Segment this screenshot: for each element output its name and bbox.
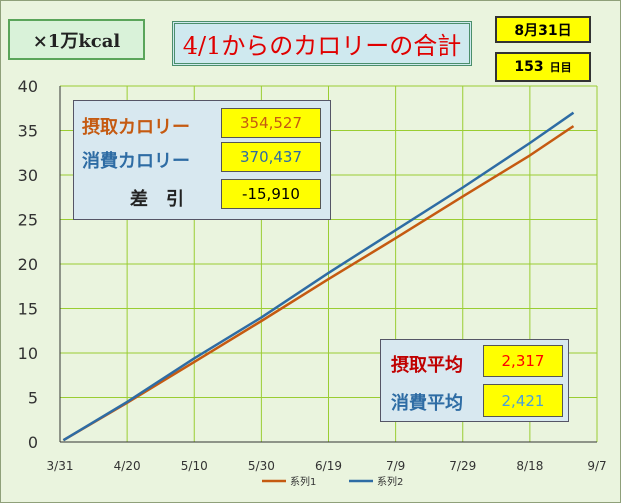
chart-title: 4/1からのカロリーの合計 xyxy=(172,21,472,66)
intake-average-value: 2,317 xyxy=(483,345,563,377)
legend: 系列1 系列2 xyxy=(262,475,403,488)
legend-label-2: 系列2 xyxy=(377,475,403,488)
burn-total-value: 370,437 xyxy=(221,142,321,172)
x-tick-label: 9/7 xyxy=(587,459,606,473)
y-tick-label: 30 xyxy=(18,166,38,185)
averages-panel: 摂取平均 2,317 消費平均 2,421 xyxy=(380,339,569,422)
x-tick-label: 5/10 xyxy=(181,459,208,473)
unit-label: ×1万kcal xyxy=(8,19,145,60)
x-tick-label: 3/31 xyxy=(47,459,74,473)
x-tick-label: 4/20 xyxy=(114,459,141,473)
y-tick-label: 40 xyxy=(18,77,38,96)
y-tick-label: 35 xyxy=(18,122,38,141)
series-line-2 xyxy=(62,111,575,442)
x-tick-label: 7/29 xyxy=(449,459,476,473)
intake-total-value: 354,527 xyxy=(221,108,321,138)
intake-average-label: 摂取平均 xyxy=(391,355,463,376)
series-lines xyxy=(62,111,575,442)
days-value: 153 xyxy=(514,59,544,75)
axes: 0 5 10 15 20 25 30 35 40 3/31 4/20 5/10 5/30 6/19 7/9 7… xyxy=(18,77,607,473)
days-badge: 153 日目 xyxy=(495,52,591,82)
y-tick-label: 20 xyxy=(18,255,38,274)
x-tick-label: 5/30 xyxy=(248,459,275,473)
summary-panel: 摂取カロリー 354,527 消費カロリー 370,437 差 引 -15,91… xyxy=(73,100,331,220)
y-tick-label: 15 xyxy=(18,300,38,319)
x-tick-label: 6/19 xyxy=(315,459,342,473)
x-tick-label: 8/18 xyxy=(516,459,543,473)
diff-value: -15,910 xyxy=(221,179,321,209)
x-tick-label: 7/9 xyxy=(386,459,405,473)
y-tick-label: 10 xyxy=(18,344,38,363)
date-badge: 8月31日 xyxy=(495,16,591,43)
days-unit: 日目 xyxy=(549,61,572,74)
burn-label: 消費カロリー xyxy=(82,151,190,172)
intake-label: 摂取カロリー xyxy=(82,117,190,138)
diff-label: 差 引 xyxy=(130,189,184,210)
burn-average-label: 消費平均 xyxy=(391,393,463,414)
burn-average-value: 2,421 xyxy=(483,384,563,417)
y-tick-label: 5 xyxy=(28,389,38,408)
series-line-1 xyxy=(62,125,575,442)
y-tick-label: 25 xyxy=(18,211,38,230)
legend-label-1: 系列1 xyxy=(290,475,316,488)
y-tick-label: 0 xyxy=(28,433,38,452)
